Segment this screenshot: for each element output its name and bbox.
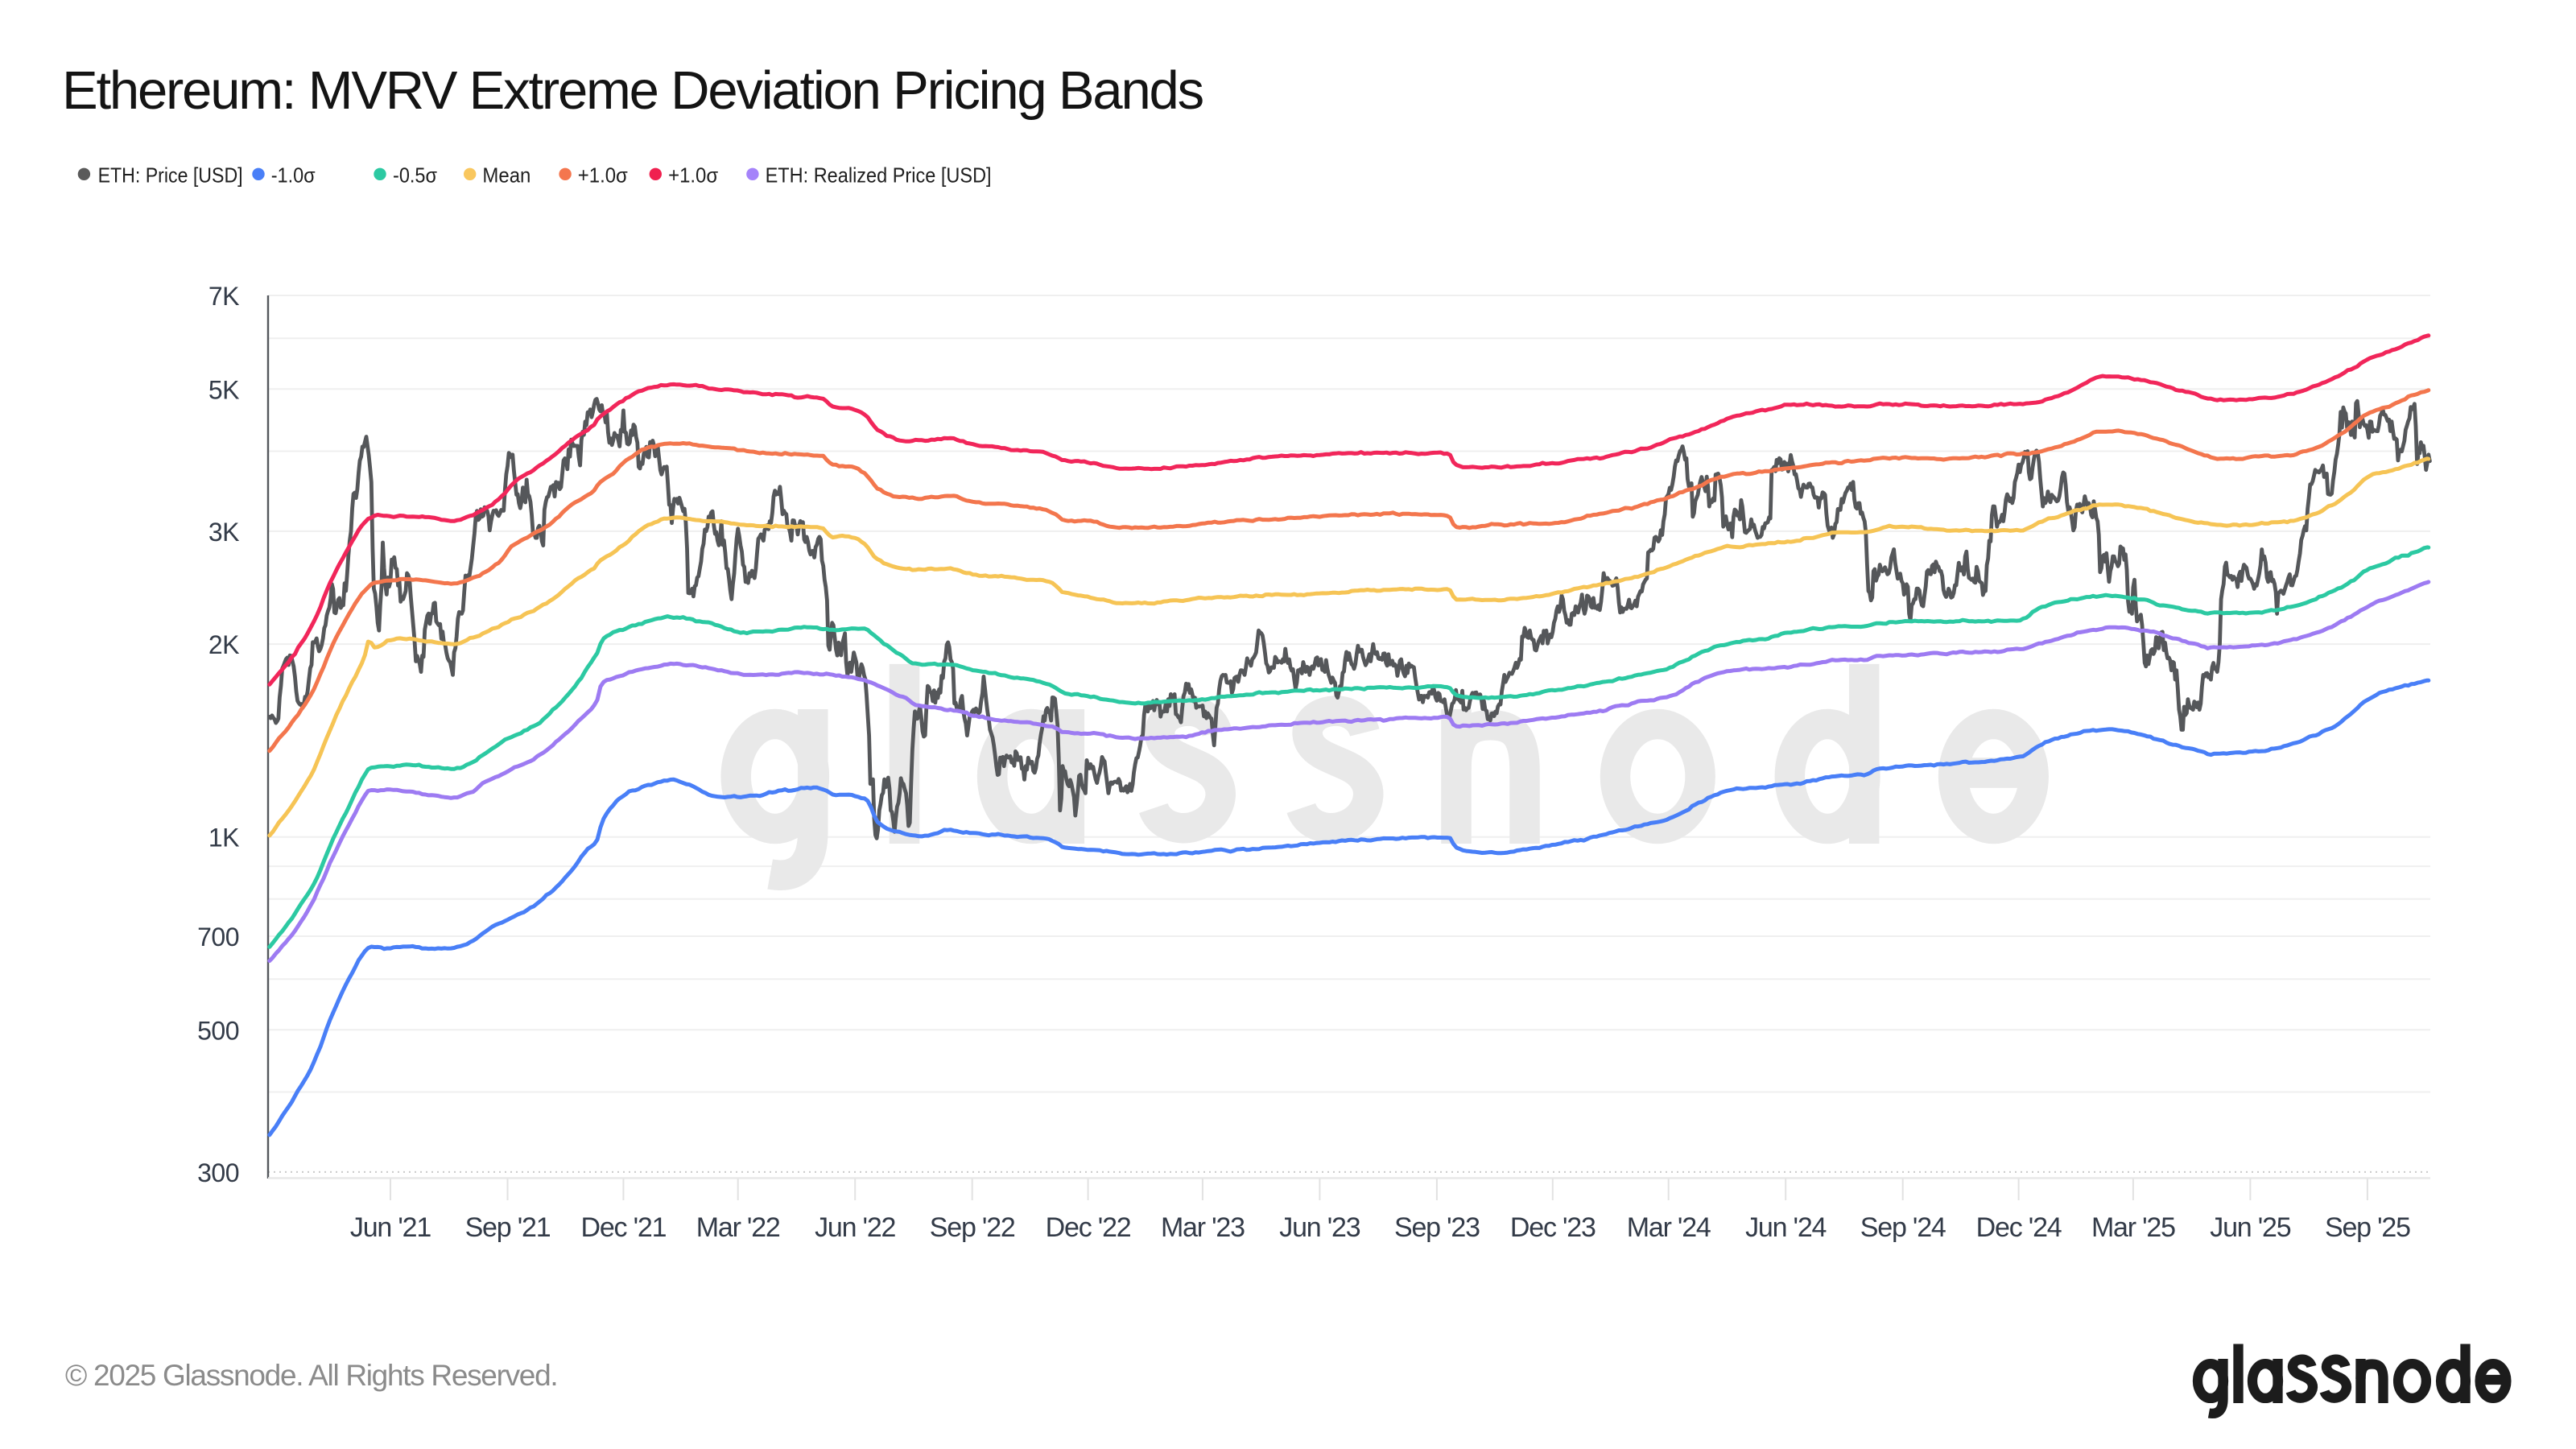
svg-text:5K: 5K bbox=[208, 375, 239, 404]
svg-text:Sep '21: Sep '21 bbox=[465, 1212, 551, 1243]
svg-text:Dec '23: Dec '23 bbox=[1510, 1212, 1596, 1243]
svg-text:2K: 2K bbox=[208, 630, 239, 659]
svg-text:1K: 1K bbox=[208, 824, 239, 852]
svg-text:Jun '24: Jun '24 bbox=[1745, 1212, 1826, 1243]
svg-text:700: 700 bbox=[197, 923, 239, 952]
svg-text:ETH: Price [USD]: ETH: Price [USD] bbox=[98, 163, 243, 188]
svg-text:Mean: Mean bbox=[482, 163, 530, 188]
svg-text:-0.5σ: -0.5σ bbox=[393, 163, 437, 188]
svg-text:Mar '24: Mar '24 bbox=[1627, 1212, 1711, 1243]
svg-text:Mar '23: Mar '23 bbox=[1161, 1212, 1245, 1243]
svg-text:Jun '22: Jun '22 bbox=[815, 1212, 895, 1243]
svg-text:Dec '22: Dec '22 bbox=[1046, 1212, 1131, 1243]
svg-text:7K: 7K bbox=[208, 282, 239, 311]
svg-text:ETH: Realized Price [USD]: ETH: Realized Price [USD] bbox=[766, 163, 992, 188]
svg-text:Sep '24: Sep '24 bbox=[1860, 1212, 1946, 1243]
svg-text:300: 300 bbox=[197, 1158, 239, 1187]
svg-text:Dec '21: Dec '21 bbox=[580, 1212, 666, 1243]
svg-text:3K: 3K bbox=[208, 518, 239, 547]
svg-text:Jun '21: Jun '21 bbox=[350, 1212, 431, 1243]
svg-text:+1.0σ: +1.0σ bbox=[578, 163, 628, 188]
svg-text:Sep '22: Sep '22 bbox=[930, 1212, 1015, 1243]
svg-text:Mar '25: Mar '25 bbox=[2091, 1212, 2175, 1243]
svg-text:Jun '25: Jun '25 bbox=[2210, 1212, 2290, 1243]
svg-text:+1.0σ: +1.0σ bbox=[668, 163, 718, 188]
svg-text:Ethereum: MVRV Extreme Deviati: Ethereum: MVRV Extreme Deviation Pricing… bbox=[62, 60, 1203, 121]
svg-text:500: 500 bbox=[197, 1016, 239, 1045]
svg-text:Dec '24: Dec '24 bbox=[1976, 1212, 2062, 1243]
svg-text:-1.0σ: -1.0σ bbox=[271, 163, 316, 188]
svg-text:Sep '23: Sep '23 bbox=[1394, 1212, 1480, 1243]
svg-text:© 2025 Glassnode. All Rights R: © 2025 Glassnode. All Rights Reserved. bbox=[65, 1359, 557, 1392]
svg-text:Sep '25: Sep '25 bbox=[2325, 1212, 2410, 1243]
svg-text:Mar '22: Mar '22 bbox=[696, 1212, 780, 1243]
svg-text:Jun '23: Jun '23 bbox=[1279, 1212, 1360, 1243]
